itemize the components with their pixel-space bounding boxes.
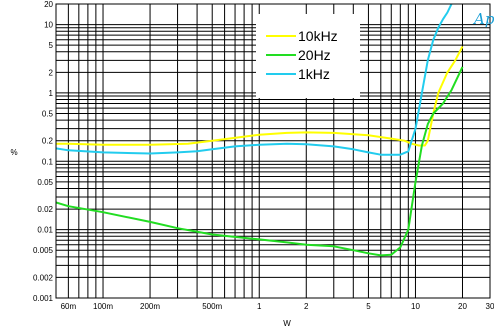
ap-logo: Ap <box>472 10 494 28</box>
grid <box>55 3 491 299</box>
y-tick-label: 0.05 <box>37 178 53 187</box>
series-line-1kHz <box>56 4 453 156</box>
series-line-20Hz <box>56 66 464 257</box>
y-tick-label: 0.5 <box>42 110 54 119</box>
series-line-10kHz <box>56 45 464 147</box>
x-tick-label: 100m <box>93 302 113 311</box>
y-tick-label: 5 <box>49 41 54 50</box>
x-axis-label: W <box>283 319 291 328</box>
series-layer <box>56 4 464 257</box>
x-tick-label: 60m <box>61 302 77 311</box>
x-tick-labels: 60m 100m 200m 500m 1 2 5 10 20 30 <box>61 302 494 311</box>
x-tick-label: 5 <box>366 302 371 311</box>
y-tick-label: 0.001 <box>33 294 54 303</box>
y-tick-label: 0.2 <box>42 137 54 146</box>
x-tick-label: 20 <box>458 302 467 311</box>
legend-label: 10kHz <box>298 28 338 44</box>
y-tick-labels: 20 10 5 2 1 0.5 0.2 0.1 0.05 0.02 0.01 0.005 0.002 0.… <box>33 0 54 303</box>
y-tick-label: 0.02 <box>37 205 53 214</box>
y-tick-label: 0.1 <box>42 157 54 166</box>
legend: 10kHz 20Hz 1kHz <box>266 28 338 82</box>
plot-frame <box>55 3 491 299</box>
y-tick-label: 10 <box>44 21 53 30</box>
x-tick-label: 500m <box>202 302 222 311</box>
y-axis-label: % <box>10 148 17 157</box>
x-tick-label: 2 <box>304 302 309 311</box>
x-tick-label: 10 <box>411 302 420 311</box>
y-tick-label: 1 <box>49 89 54 98</box>
x-tick-label: 30 <box>486 302 494 311</box>
legend-label: 1kHz <box>298 66 330 82</box>
y-tick-label: 2 <box>49 68 54 77</box>
legend-label: 20Hz <box>298 47 331 63</box>
y-tick-label: 0.002 <box>33 273 54 282</box>
y-tick-label: 0.01 <box>37 226 53 235</box>
y-tick-label: 20 <box>44 0 53 9</box>
x-tick-label: 1 <box>257 302 262 311</box>
y-tick-label: 0.005 <box>33 246 54 255</box>
x-tick-label: 200m <box>140 302 160 311</box>
